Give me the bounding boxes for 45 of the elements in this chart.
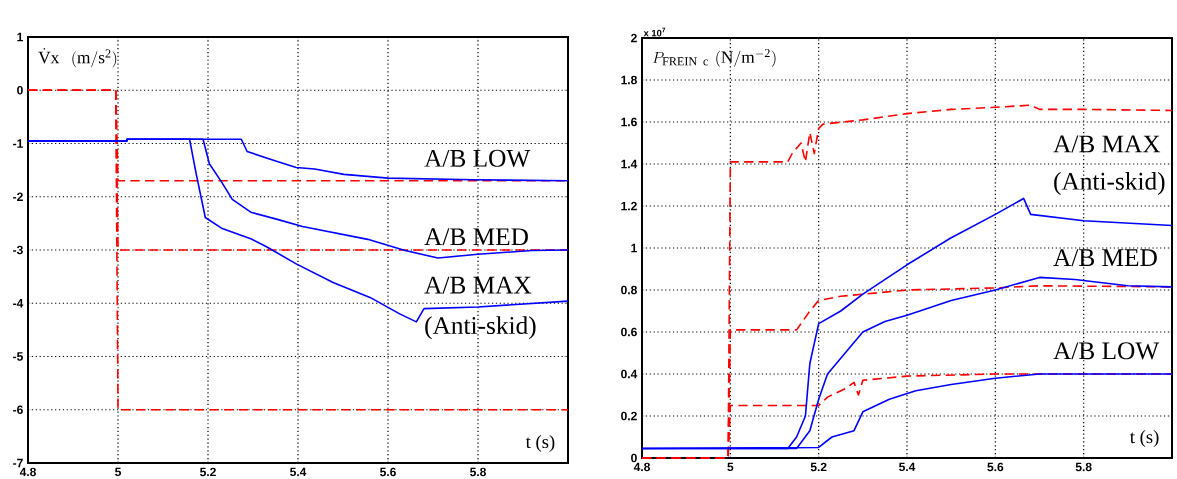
annotation: A/B MAX: [1053, 135, 1161, 153]
y-tick-label: -5: [13, 352, 23, 361]
annotation: A/B MED: [1053, 249, 1157, 267]
x-tick-label: 4.8: [19, 467, 36, 477]
y-tick-label: -4: [13, 299, 24, 308]
y-tick-label: -1: [13, 139, 23, 148]
y-tick-label: 0.8: [621, 285, 637, 295]
y-tick-label: 2: [631, 33, 637, 43]
x-tick-label: 5.8: [1075, 462, 1092, 472]
y-tick-label: 0: [17, 86, 23, 95]
annotation: A/B LOW: [424, 149, 531, 167]
y-tick-label: 1: [17, 32, 23, 42]
y-tick-label: 1: [631, 243, 637, 253]
x-tick-label: 5.4: [899, 462, 916, 472]
y-tick-label: -7: [13, 458, 23, 468]
annotation: A/B MAX: [424, 276, 532, 294]
y-tick-label: 0.6: [621, 327, 637, 337]
y-tick-label: 0.4: [621, 369, 638, 379]
annotation: (Anti-skid): [1054, 172, 1165, 196]
x-tick-label: 4.8: [633, 462, 650, 472]
y-axis-title: $\dot{\mathrm{V}}\mathrm{x}\ \ (\mathrm{m/s^{2}})$: [38, 48, 117, 68]
y-tick-label: 1.8: [621, 75, 637, 85]
x-axis-title: t (s): [525, 434, 555, 452]
y-tick-label: 1.2: [621, 201, 637, 211]
x-tick-label: 5.4: [290, 467, 307, 477]
x-tick-label: 5: [115, 467, 121, 477]
annotation: (Anti-skid): [425, 316, 536, 340]
y-tick-label: 1.4: [621, 159, 638, 169]
y-tick-label: 0.2: [621, 411, 637, 421]
text: x 10$^{7}$: [643, 27, 666, 37]
y-tick-label: -3: [13, 245, 23, 255]
x-tick-label: 5.6: [987, 462, 1004, 472]
x-axis-title: t (s): [1129, 430, 1159, 447]
x-tick-label: 5.6: [380, 467, 396, 477]
x-tick-label: 5: [727, 462, 734, 472]
x-tick-label: 5.2: [200, 467, 216, 477]
y-tick-label: -2: [13, 192, 23, 201]
annotation: A/B LOW: [1053, 342, 1160, 360]
y-tick-label: -6: [13, 405, 23, 415]
y-tick-label: 0: [631, 453, 637, 463]
annotation: A/B MED: [424, 228, 528, 246]
x-tick-label: 5.8: [470, 467, 486, 477]
y-tick-label: 1.6: [621, 117, 637, 127]
y-axis-title: $P_{\mathrm{FREIN\ c}}\ (\mathrm{N/m^{-2}})$: [652, 49, 776, 67]
x-tick-label: 5.2: [810, 462, 827, 472]
